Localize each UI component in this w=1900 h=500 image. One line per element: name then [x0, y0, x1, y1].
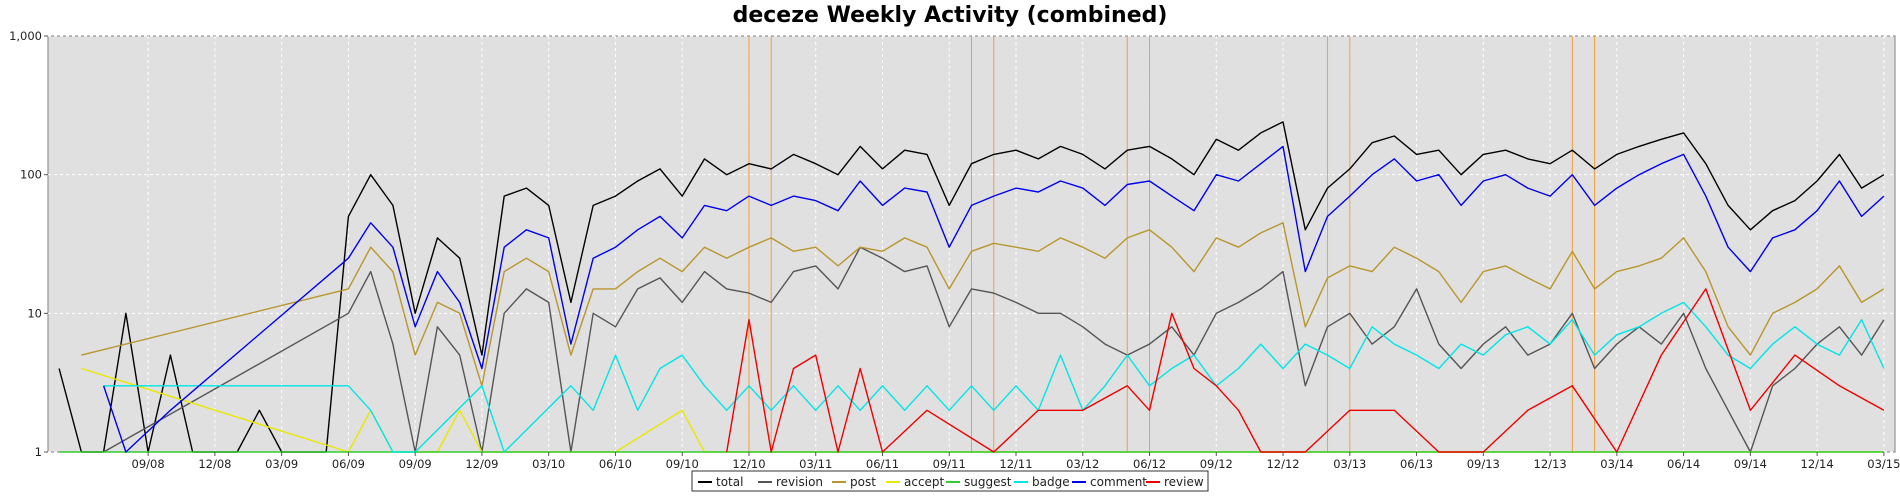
x-tick-label: 12/11	[999, 457, 1032, 471]
vertical-markers	[748, 36, 1596, 452]
x-tick-label: 03/15	[1867, 457, 1900, 471]
x-tick-label: 06/11	[866, 457, 899, 471]
x-tick-label: 12/09	[465, 457, 498, 471]
y-tick-label: 1,000	[9, 29, 42, 43]
legend: total revision post accept suggest badge comme…	[691, 470, 1209, 492]
y-tick-label: 10	[27, 306, 42, 320]
y-tick-label: 1	[35, 445, 42, 459]
x-tick-label: 03/11	[799, 457, 832, 471]
legend-label-accept: accept	[904, 475, 945, 489]
legend-label-suggest: suggest	[964, 475, 1012, 489]
x-tick-label: 03/13	[1333, 457, 1366, 471]
legend-label-comment: comment	[1090, 475, 1147, 489]
x-tick-label: 09/11	[933, 457, 966, 471]
x-tick-label: 03/12	[1066, 457, 1099, 471]
series-review-line	[726, 288, 1885, 453]
x-tick-label: 09/12	[1200, 457, 1233, 471]
x-tick-label: 09/08	[132, 457, 165, 471]
x-tick-label: 03/09	[265, 457, 298, 471]
x-tick-label: 06/13	[1400, 457, 1433, 471]
x-tick-label: 09/13	[1467, 457, 1500, 471]
x-tick-label: 09/09	[399, 457, 432, 471]
series-revision-line	[103, 246, 1885, 453]
series-comment-line	[102, 145, 1885, 453]
x-tick-label: 06/12	[1133, 457, 1166, 471]
x-tick-label: 03/10	[532, 457, 565, 471]
x-tick-label: 12/10	[732, 457, 765, 471]
series-post-line	[81, 222, 1885, 387]
x-tick-label: 12/08	[198, 457, 231, 471]
legend-label-review: review	[1164, 475, 1204, 489]
x-tick-label: 12/12	[1266, 457, 1299, 471]
y-tick-label: 100	[20, 168, 42, 182]
x-tick-label: 06/14	[1667, 457, 1700, 471]
x-tick-label: 12/13	[1534, 457, 1567, 471]
x-axis: 09/08 12/08 03/09 06/09 09/09 12/09 03/10 06/10…	[132, 452, 1900, 471]
legend-label-badge: badge	[1032, 475, 1070, 489]
series-total-line	[58, 121, 1885, 453]
chart-title: deceze Weekly Activity (combined)	[733, 3, 1168, 28]
x-tick-label: 06/09	[332, 457, 365, 471]
legend-label-post: post	[850, 475, 876, 489]
x-tick-label: 09/10	[666, 457, 699, 471]
x-tick-label: 06/10	[599, 457, 632, 471]
legend-label-total: total	[716, 475, 743, 489]
series-badge-line	[103, 301, 1885, 453]
series-layer	[58, 121, 1885, 453]
y-axis: 1 10 100 1,000	[9, 29, 48, 459]
x-tick-label: 03/14	[1600, 457, 1633, 471]
x-tick-label: 09/14	[1734, 457, 1767, 471]
legend-label-revision: revision	[776, 475, 823, 489]
x-tick-label: 12/14	[1801, 457, 1834, 471]
